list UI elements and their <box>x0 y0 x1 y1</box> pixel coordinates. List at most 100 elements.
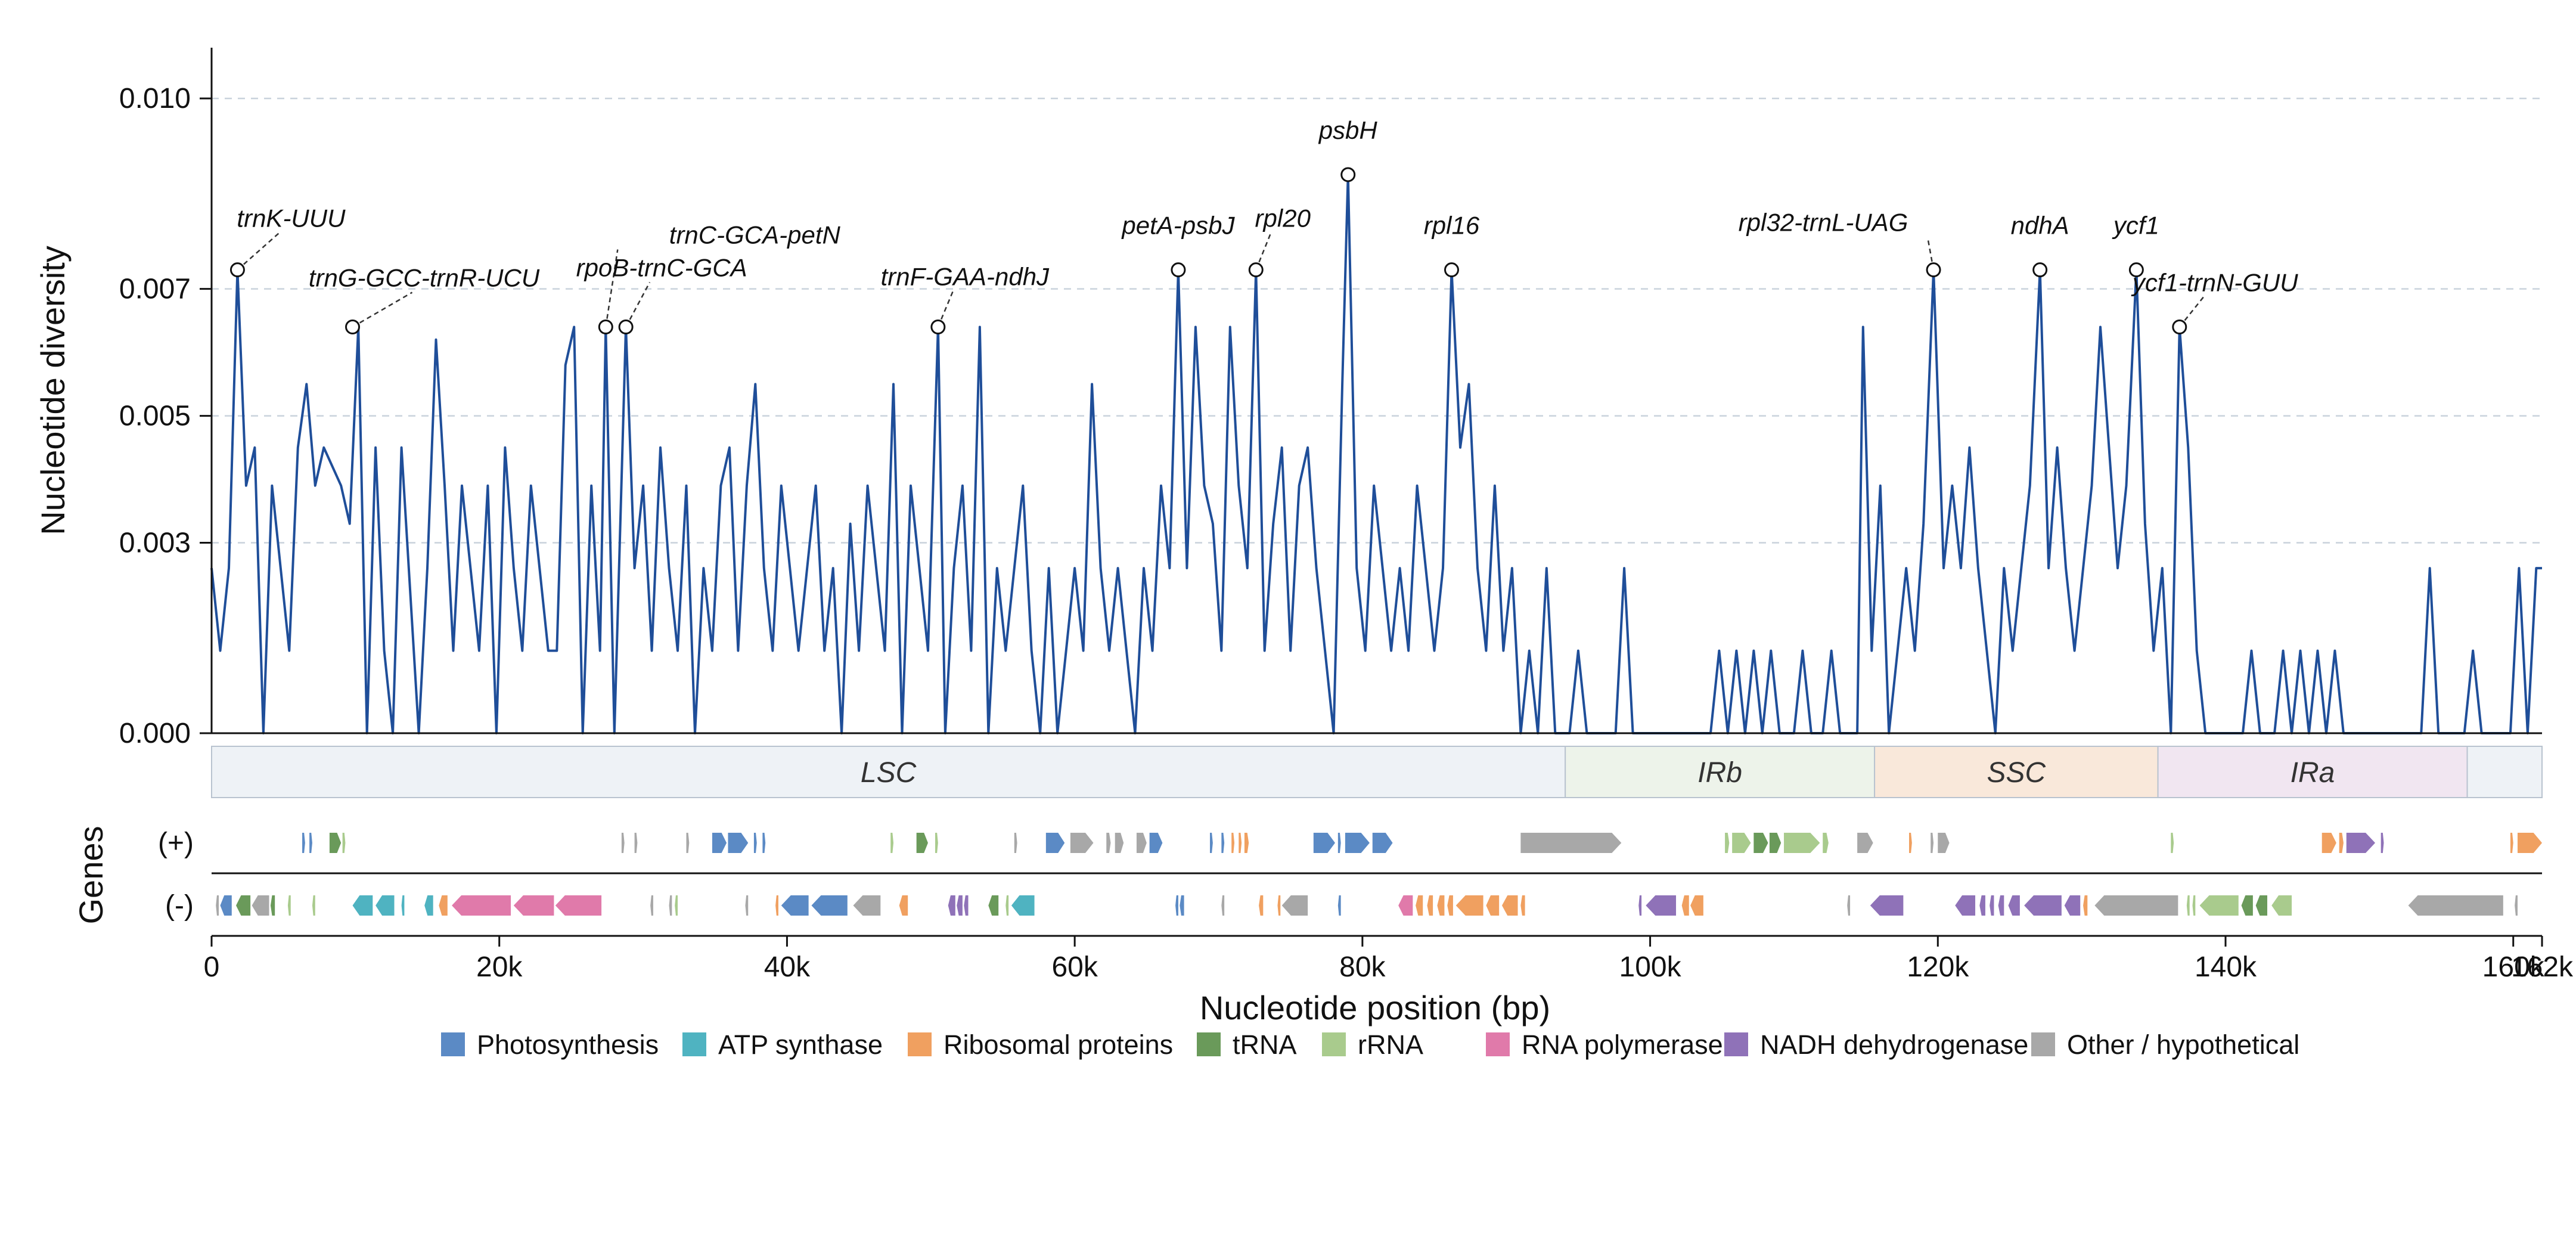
gene-arrow <box>753 833 757 853</box>
region-box <box>2157 746 2468 798</box>
gene-arrow <box>1769 833 1782 853</box>
gene-arrow <box>1823 833 1829 853</box>
peak-leader-line <box>1926 237 1935 270</box>
gene-arrow <box>555 895 602 916</box>
peak-label: trnK-UUU <box>237 204 346 232</box>
gene-arrow <box>1857 833 1873 853</box>
x-tick-label: 0 <box>204 951 220 983</box>
gene-arrow <box>220 895 232 916</box>
legend-swatch <box>1197 1032 1221 1056</box>
gene-arrow <box>1175 895 1178 916</box>
gene-arrow <box>890 833 894 853</box>
gene-arrow <box>1681 895 1689 916</box>
gene-arrow <box>342 833 346 853</box>
peak-label: rpl16 <box>1424 212 1480 240</box>
gene-arrow <box>1909 833 1912 853</box>
legend-swatch <box>441 1032 465 1056</box>
gene-arrow <box>1337 895 1341 916</box>
peak-marker <box>1248 262 1264 278</box>
gene-arrow <box>1931 833 1934 853</box>
gene-arrow <box>1149 833 1163 853</box>
gene-arrow <box>1725 833 1730 853</box>
gene-arrow <box>853 895 881 916</box>
genes-track-title: Genes <box>72 826 110 925</box>
gene-arrow <box>1990 895 1994 916</box>
legend-label: RNA polymerase <box>1522 1029 1723 1060</box>
x-tick-label: 40k <box>764 951 811 983</box>
gene-arrow <box>401 895 405 916</box>
region-box <box>211 746 1566 798</box>
region-label: IRa <box>2291 757 2335 789</box>
legend-label: tRNA <box>1233 1029 1297 1060</box>
peak-label: trnF-GAA-ndhJ <box>881 263 1050 291</box>
gene-arrow <box>1221 895 1225 916</box>
y-tick-label: 0.010 <box>119 83 191 114</box>
region-box <box>2466 746 2543 798</box>
strand-plus-label: (+) <box>158 827 194 859</box>
peak-leader-line <box>2178 296 2204 328</box>
peak-leader-line <box>625 281 651 328</box>
gene-arrow <box>1638 895 1642 916</box>
gene-arrow <box>2271 895 2292 916</box>
region-label: IRb <box>1697 757 1742 789</box>
gene-arrow <box>2255 895 2268 916</box>
legend-swatch <box>1322 1032 1346 1056</box>
region-label: SSC <box>1987 757 2046 789</box>
gene-arrow <box>712 833 727 853</box>
gene-arrow <box>439 895 448 916</box>
gene-arrow <box>375 895 395 916</box>
x-tick-label: 80k <box>1339 951 1386 983</box>
y-tick-label: 0.005 <box>119 401 191 432</box>
gene-arrow <box>452 895 511 916</box>
peak-marker <box>1171 262 1186 278</box>
gene-arrow <box>1690 895 1703 916</box>
gene-arrow <box>236 895 251 916</box>
gene-arrow <box>424 895 433 916</box>
gene-arrow <box>1011 895 1035 916</box>
gene-arrow <box>309 833 312 853</box>
gene-arrow <box>216 895 219 916</box>
peak-marker <box>2032 262 2048 278</box>
genome-regions-track: LSC IRb SSC IRa <box>211 746 2543 798</box>
gene-arrow <box>650 895 653 916</box>
gene-arrow <box>1847 895 1851 916</box>
gene-arrow <box>686 833 690 853</box>
gene-arrow <box>1437 895 1445 916</box>
peak-annotations: trnK-UUU trnG-GCC-trnR-UCU trnC-GCA-petN rp… <box>229 116 2298 335</box>
x-axis-title: Nucleotide position (bp) <box>1200 989 1550 1026</box>
peak-leader-line <box>352 291 413 328</box>
y-tick-label: 0.000 <box>119 718 191 749</box>
gene-arrow <box>302 833 305 853</box>
gene-arrow <box>1784 833 1820 853</box>
gene-arrow <box>1005 895 1009 916</box>
gene-arrow <box>2517 833 2542 853</box>
gene-arrow <box>1180 895 1184 916</box>
gene-arrow <box>1870 895 1904 916</box>
region-label: LSC <box>861 757 917 789</box>
legend-swatch <box>1724 1032 1748 1056</box>
peak-leader-line <box>237 232 280 271</box>
gene-arrow <box>675 895 678 916</box>
peak-label: ycf1-trnN-GUU <box>2131 269 2298 297</box>
gene-arrow <box>1231 833 1235 853</box>
gene-arrow <box>1070 833 1094 853</box>
gene-arrow <box>2094 895 2178 916</box>
gene-arrow <box>1938 833 1950 853</box>
x-tick-label: 60k <box>1051 951 1098 983</box>
gene-track <box>212 833 2542 916</box>
gene-arrow <box>935 833 938 853</box>
gene-arrow <box>1014 833 1017 853</box>
gene-arrow <box>2024 895 2062 916</box>
gene-arrow <box>916 833 928 853</box>
gene-arrow <box>352 895 373 916</box>
gene-arrow <box>1732 833 1751 853</box>
gene-arrow <box>2510 833 2513 853</box>
gene-arrow <box>2083 895 2088 916</box>
peak-label: ycf1 <box>2112 212 2159 240</box>
x-tick-label: 100k <box>1619 951 1682 983</box>
peak-leader-line <box>1255 232 1272 271</box>
x-tick-label: 160k <box>2482 951 2545 983</box>
gene-arrow <box>1345 833 1370 853</box>
y-gridlines <box>212 97 2542 544</box>
